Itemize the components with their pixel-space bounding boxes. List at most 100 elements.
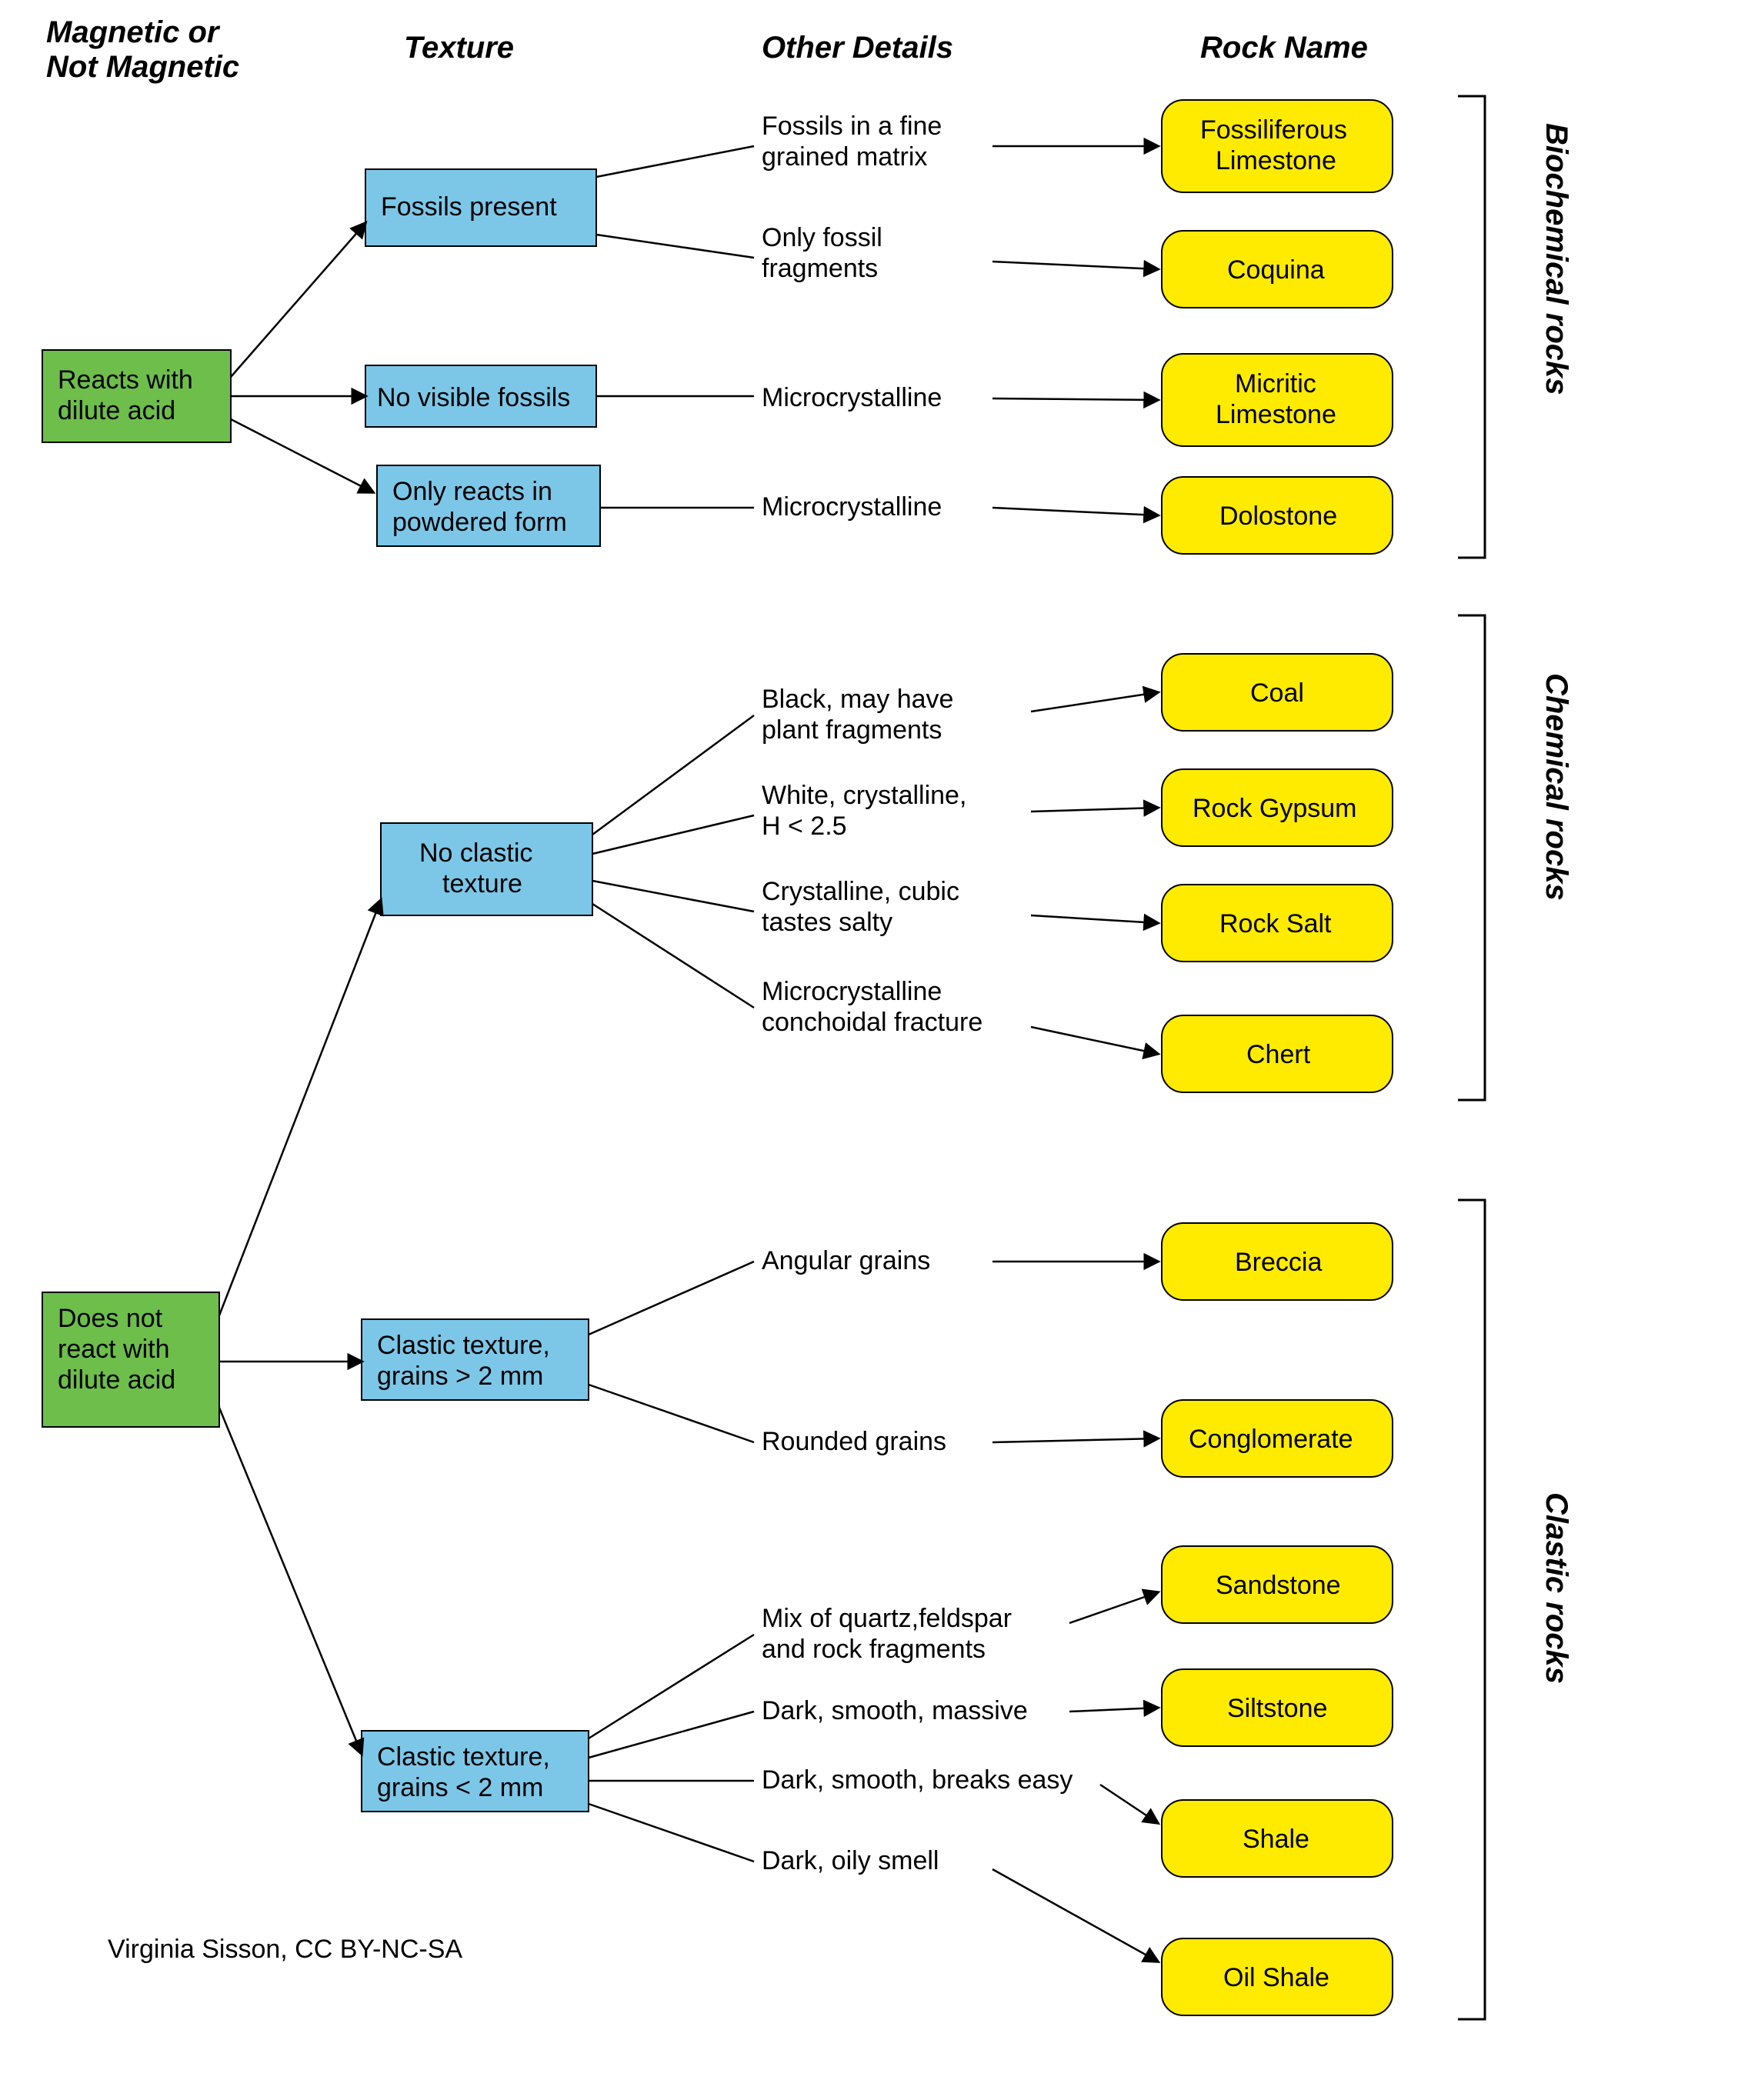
svg-text:Does not: Does not	[58, 1304, 163, 1333]
edge	[1031, 915, 1158, 923]
rock-dolostone: Dolostone	[1162, 477, 1393, 554]
rock-oil-shale: Oil Shale	[1162, 1938, 1393, 2015]
bracket-clastic: Clastic rocks	[1458, 1200, 1573, 2019]
detail-mix-l1: Mix of quartz,feldspar	[762, 1604, 1012, 1633]
svg-text:Limestone: Limestone	[1216, 400, 1336, 429]
svg-text:Micritic: Micritic	[1235, 369, 1316, 398]
svg-text:Rock Gypsum: Rock Gypsum	[1193, 794, 1357, 823]
edge	[1031, 1027, 1158, 1054]
detail-cubic-l1: Crystalline, cubic	[762, 877, 959, 906]
edge	[589, 1385, 754, 1442]
rock-chert: Chert	[1162, 1015, 1393, 1092]
detail-only-frag-l2: fragments	[762, 254, 878, 283]
svg-text:Conglomerate: Conglomerate	[1189, 1425, 1353, 1454]
detail-white-l2: H < 2.5	[762, 812, 847, 841]
svg-text:dilute acid: dilute acid	[58, 396, 175, 425]
edge	[1069, 1592, 1158, 1623]
rock-siltstone: Siltstone	[1162, 1669, 1393, 1746]
edge	[596, 146, 754, 177]
detail-cubic-l2: tastes salty	[762, 908, 892, 937]
edge	[992, 1869, 1158, 1962]
node-fossils-present: Fossils present	[365, 169, 596, 246]
edge	[1100, 1785, 1158, 1823]
edge	[592, 904, 754, 1008]
detail-angular: Angular grains	[762, 1246, 930, 1275]
svg-text:Clastic texture,: Clastic texture,	[377, 1331, 550, 1360]
edge	[1031, 692, 1158, 712]
header-col1-line2: Not Magnetic	[46, 50, 239, 84]
rock-gypsum: Rock Gypsum	[1162, 769, 1393, 846]
svg-text:Clastic texture,: Clastic texture,	[377, 1742, 550, 1772]
svg-text:No clastic: No clastic	[419, 838, 532, 868]
edge	[1069, 1708, 1158, 1712]
bracket-chemical: Chemical rocks	[1458, 615, 1573, 1100]
svg-text:texture: texture	[442, 869, 522, 898]
node-no-visible-fossils: No visible fossils	[365, 365, 596, 427]
svg-text:Clastic rocks: Clastic rocks	[1540, 1492, 1573, 1684]
svg-text:Fossiliferous: Fossiliferous	[1200, 115, 1347, 145]
rock-coquina: Coquina	[1162, 231, 1393, 308]
edge	[992, 262, 1158, 269]
node-reacts-acid: Reacts with dilute acid	[42, 350, 231, 442]
rock-sandstone: Sandstone	[1162, 1546, 1393, 1623]
rock-breccia: Breccia	[1162, 1223, 1393, 1300]
detail-mix-l2: and rock fragments	[762, 1635, 986, 1664]
edge	[589, 1262, 754, 1335]
svg-text:Oil Shale: Oil Shale	[1223, 1963, 1329, 1992]
header-col2: Texture	[404, 31, 514, 65]
svg-text:Biochemical rocks: Biochemical rocks	[1540, 123, 1573, 395]
detail-conch-l2: conchoidal fracture	[762, 1008, 982, 1037]
edge	[992, 508, 1158, 515]
svg-text:dilute acid: dilute acid	[58, 1365, 175, 1395]
svg-text:Chert: Chert	[1246, 1040, 1311, 1069]
edge	[219, 1408, 362, 1754]
svg-text:grains < 2 mm: grains < 2 mm	[377, 1773, 543, 1802]
detail-conch-l1: Microcrystalline	[762, 977, 942, 1006]
edge	[231, 419, 373, 492]
svg-text:grains > 2 mm: grains > 2 mm	[377, 1362, 543, 1391]
node-powdered-form: Only reacts in powdered form	[377, 465, 600, 546]
svg-text:Only reacts in: Only reacts in	[392, 477, 552, 506]
svg-text:Dolostone: Dolostone	[1219, 502, 1337, 531]
rock-fossiliferous-limestone: Fossiliferous Limestone	[1162, 100, 1393, 192]
edge	[596, 235, 754, 258]
detail-only-frag-l1: Only fossil	[762, 223, 882, 252]
rock-shale: Shale	[1162, 1800, 1393, 1877]
edge	[219, 900, 381, 1315]
rock-micritic-limestone: Micritic Limestone	[1162, 354, 1393, 446]
credit-text: Virginia Sisson, CC BY-NC-SA	[108, 1935, 462, 1964]
edge	[992, 1438, 1158, 1442]
edge	[592, 715, 754, 835]
rock-conglomerate: Conglomerate	[1162, 1400, 1393, 1477]
detail-rounded: Rounded grains	[762, 1427, 946, 1456]
detail-fossils-fine-l1: Fossils in a fine	[762, 112, 942, 141]
edge	[589, 1804, 754, 1862]
svg-text:No visible fossils: No visible fossils	[377, 383, 570, 412]
detail-dark-breaks: Dark, smooth, breaks easy	[762, 1765, 1072, 1795]
svg-text:Shale: Shale	[1243, 1825, 1309, 1854]
header-col3: Other Details	[762, 31, 953, 65]
svg-text:Siltstone: Siltstone	[1227, 1694, 1327, 1723]
svg-text:Limestone: Limestone	[1216, 146, 1336, 175]
detail-fossils-fine-l2: grained matrix	[762, 142, 927, 172]
rock-coal: Coal	[1162, 654, 1393, 731]
edge	[231, 223, 365, 377]
detail-black-l2: plant fragments	[762, 715, 942, 745]
edge	[592, 815, 754, 854]
bracket-biochemical: Biochemical rocks	[1458, 96, 1573, 558]
rock-salt: Rock Salt	[1162, 885, 1393, 962]
node-clastic-big: Clastic texture, grains > 2 mm	[362, 1319, 589, 1400]
edge	[592, 881, 754, 912]
detail-black-l1: Black, may have	[762, 685, 953, 714]
edge	[992, 398, 1158, 400]
detail-dark-massive: Dark, smooth, massive	[762, 1696, 1028, 1725]
detail-white-l1: White, crystalline,	[762, 781, 966, 810]
svg-text:Breccia: Breccia	[1235, 1248, 1322, 1277]
edge	[1031, 808, 1158, 812]
node-clastic-small: Clastic texture, grains < 2 mm	[362, 1731, 589, 1812]
detail-micro1: Microcrystalline	[762, 383, 942, 412]
flowchart: Magnetic or Not Magnetic Texture Other D…	[0, 0, 1738, 2100]
detail-dark-oily: Dark, oily smell	[762, 1846, 939, 1875]
svg-text:Sandstone: Sandstone	[1216, 1571, 1341, 1600]
svg-text:Rock Salt: Rock Salt	[1219, 909, 1332, 938]
